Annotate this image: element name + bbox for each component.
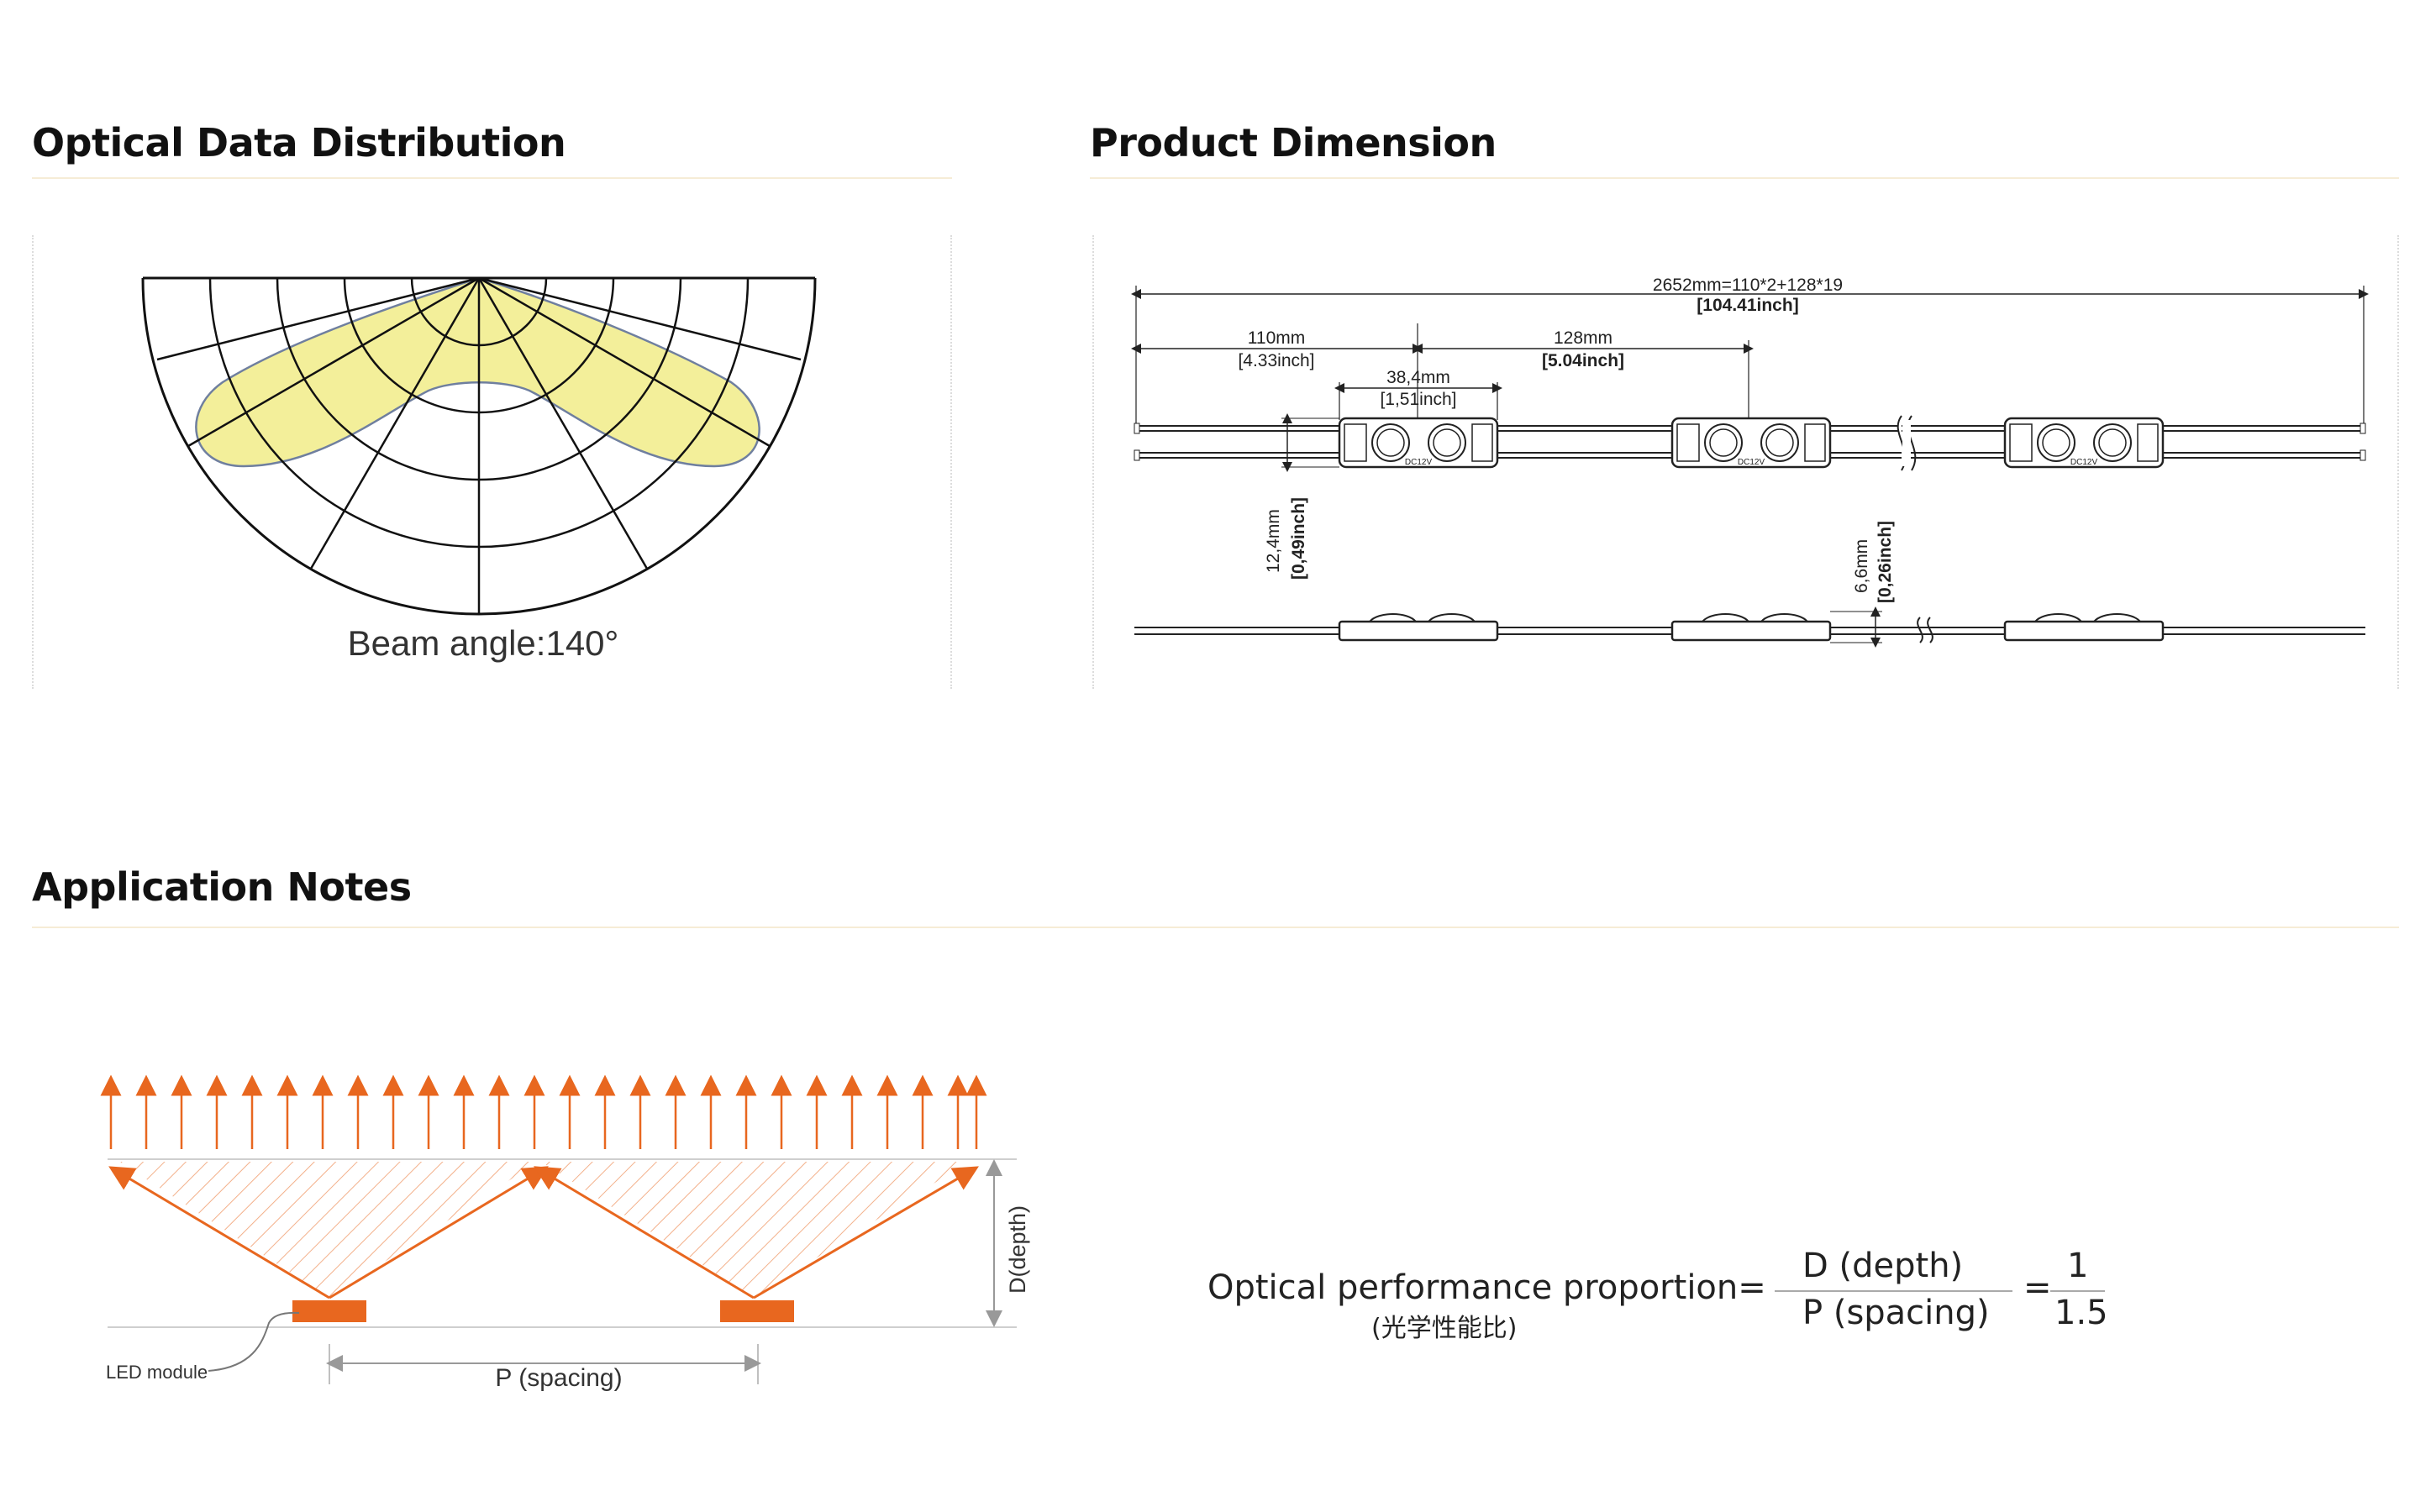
application-diagram: LED module P (spacing) D(depth) bbox=[100, 1074, 1030, 1392]
dimension-title-rule bbox=[1090, 177, 2399, 179]
led-module-block-2 bbox=[720, 1300, 794, 1322]
beam-edges bbox=[108, 1166, 979, 1299]
module-height-mm: 6,6mm bbox=[1852, 539, 1871, 593]
total-length-inch: [104.41inch] bbox=[1697, 296, 1798, 315]
led-module-leader bbox=[208, 1311, 300, 1372]
emitted-light-arrows bbox=[100, 1074, 987, 1149]
optical-frame-left bbox=[32, 235, 34, 689]
optical-title-rule bbox=[32, 177, 952, 179]
svg-text:DC12V: DC12V bbox=[2070, 458, 2098, 467]
formula-denominator: P (spacing) bbox=[1802, 1294, 1990, 1332]
led-module-side-3 bbox=[2003, 613, 2165, 642]
light-zone-left bbox=[119, 1162, 538, 1298]
polar-radials bbox=[156, 276, 802, 614]
dimension-frame-left bbox=[1092, 235, 1094, 689]
total-length-mm: 2652mm=110*2+128*19 bbox=[1653, 276, 1843, 295]
module-height-inch: [0,26inch] bbox=[1876, 521, 1895, 603]
first-segment-inch: [4.33inch] bbox=[1238, 351, 1314, 370]
formula-lead-sub: (光学性能比) bbox=[1371, 1314, 1518, 1343]
pitch-inch: [5.04inch] bbox=[1542, 351, 1624, 370]
module-length-inch: [1,51inch] bbox=[1380, 390, 1456, 409]
dimension-labels: 2652mm=110*2+128*19 [104.41inch] 110mm [… bbox=[1238, 276, 1895, 603]
dimension-section-title: Product Dimension bbox=[1090, 120, 1497, 165]
dimension-drawing: DC12V DC12V DC12V bbox=[1131, 286, 2369, 648]
optical-section-title: Optical Data Distribution bbox=[32, 120, 566, 165]
svg-text:DC12V: DC12V bbox=[1405, 458, 1433, 467]
spacing-label: P (spacing) bbox=[495, 1364, 622, 1392]
module-width-inch: [0,49inch] bbox=[1289, 497, 1308, 580]
light-zone-right bbox=[541, 1162, 968, 1298]
module-length-mm: 38,4mm bbox=[1386, 368, 1450, 387]
optical-frame-right bbox=[950, 235, 952, 689]
module-width-mm: 12,4mm bbox=[1264, 509, 1283, 573]
led-module-top-3: DC12V bbox=[2003, 417, 2165, 469]
led-module-top-2: DC12V bbox=[1670, 417, 1832, 469]
formula-lead: Optical performance proportion= bbox=[1207, 1268, 1766, 1307]
polar-diagram: Beam angle:140° bbox=[141, 276, 817, 663]
application-title-rule bbox=[32, 927, 2399, 928]
svg-text:DC12V: DC12V bbox=[1738, 458, 1765, 467]
led-module-label: LED module bbox=[106, 1362, 208, 1383]
beam-distribution-shape bbox=[195, 276, 760, 468]
led-module-top-1: DC12V bbox=[1338, 417, 1499, 469]
depth-label: D(depth) bbox=[1005, 1205, 1030, 1294]
ratio-denominator: 1.5 bbox=[2054, 1294, 2108, 1332]
led-module-side-2 bbox=[1670, 613, 1832, 642]
formula-numerator: D (depth) bbox=[1802, 1247, 1964, 1285]
led-module-side-1 bbox=[1338, 613, 1499, 642]
first-segment-mm: 110mm bbox=[1248, 328, 1305, 348]
formula-equals: = bbox=[2023, 1268, 2052, 1307]
pitch-mm: 128mm bbox=[1554, 328, 1612, 348]
led-module-block-1 bbox=[292, 1300, 366, 1322]
dimension-frame-right bbox=[2397, 235, 2399, 689]
beam-angle-label: Beam angle:140° bbox=[348, 623, 619, 663]
ratio-numerator: 1 bbox=[2067, 1247, 2089, 1285]
application-section-title: Application Notes bbox=[32, 864, 412, 910]
